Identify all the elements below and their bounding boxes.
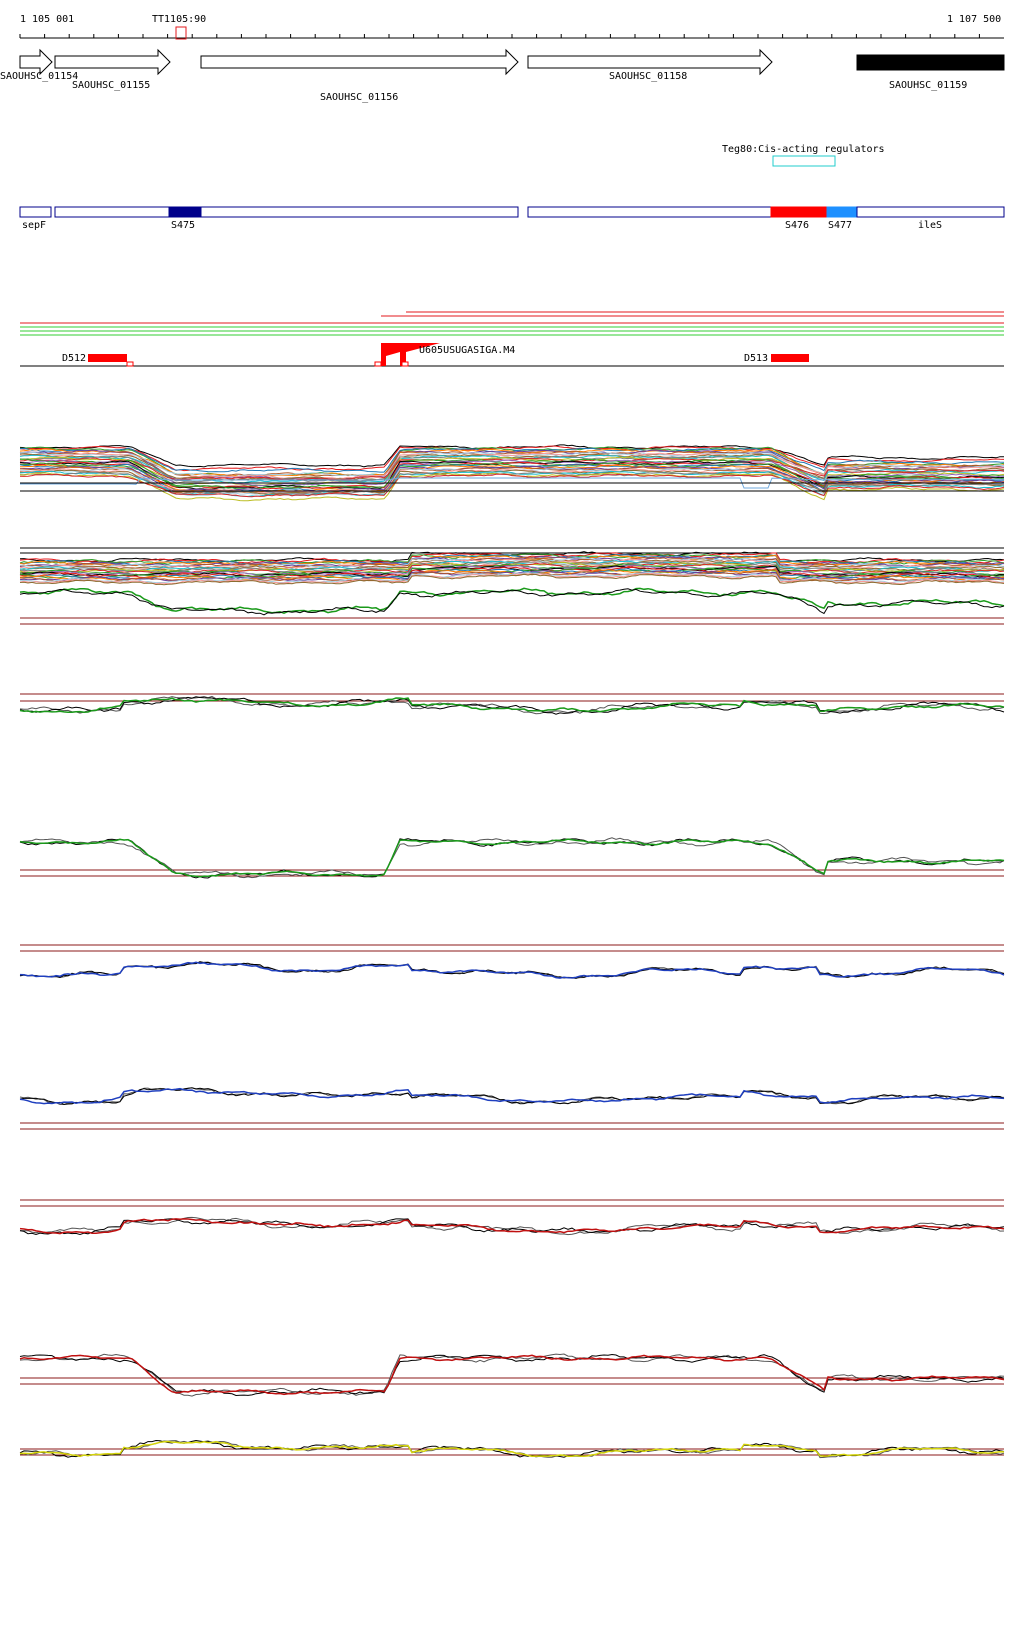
- segment-iles[interactable]: [856, 206, 1005, 218]
- gene-arrow-saouhsc-01154[interactable]: [19, 48, 53, 76]
- series-line: [19, 588, 1005, 616]
- feature-label-d513: D513: [744, 353, 768, 364]
- series-line: [19, 1354, 1005, 1396]
- series-line: [19, 838, 1005, 878]
- expression-track: [19, 693, 1005, 715]
- gene-label-saouhsc-01154: SAOUHSC_01154: [0, 71, 78, 82]
- replicate-line: [19, 838, 1005, 879]
- segment-label-iles: ileS: [918, 220, 942, 231]
- feature-u605-marker: [401, 361, 409, 367]
- series-line: [19, 473, 1005, 498]
- multi-series-panel: [19, 547, 1005, 625]
- feature-u605-marker: [374, 361, 382, 367]
- series-line: [19, 445, 1005, 472]
- expression-track: [19, 1087, 1005, 1130]
- feature-d512-end: [126, 361, 134, 367]
- series-line: [19, 568, 1005, 581]
- series-line: [19, 554, 1005, 567]
- expression-track: [19, 944, 1005, 979]
- series-line: [19, 1218, 1005, 1235]
- replicate-line: [19, 1218, 1005, 1236]
- series-line: [19, 573, 1005, 586]
- expression-track: [19, 1353, 1005, 1397]
- coordinate-ruler: 1 105 001 1 107 500 TT1105:90: [19, 14, 1004, 40]
- regulator-track: Teg80:Cis-acting regulators: [722, 144, 885, 167]
- feature-track: D512 U605USUGASIGA.M4 D513: [20, 311, 1004, 367]
- segment-s476[interactable]: [770, 206, 828, 218]
- ruler-marker-box[interactable]: [175, 26, 187, 40]
- series-line: [19, 697, 1005, 714]
- series-line: [19, 462, 1005, 490]
- series-line: [20, 477, 1004, 489]
- feature-label-d512: D512: [62, 353, 86, 364]
- multi-series-panel: [19, 444, 1005, 502]
- series-line: [19, 457, 1005, 481]
- gene-label-saouhsc-01155: SAOUHSC_01155: [72, 80, 150, 91]
- series-line: [19, 566, 1005, 579]
- ruler-end-label: 1 107 500: [947, 14, 1001, 25]
- segment-label-sepf: sepF: [22, 220, 46, 231]
- gene-arrow-saouhsc-01156[interactable]: [200, 48, 519, 76]
- regulator-label: Teg80:Cis-acting regulators: [722, 144, 885, 155]
- series-line: [19, 587, 1005, 615]
- ruler-ticks: [19, 34, 980, 38]
- segment-s477[interactable]: [826, 206, 858, 218]
- segment-label-s476: S476: [785, 220, 809, 231]
- series-line: [19, 464, 1005, 493]
- gene-label-saouhsc-01159: SAOUHSC_01159: [889, 80, 967, 91]
- replicate-line: [19, 696, 1005, 715]
- segment-label-s477: S477: [828, 220, 852, 231]
- series-line: [19, 472, 1005, 502]
- expression-track: [19, 1439, 1005, 1459]
- gene-label-saouhsc-01158: SAOUHSC_01158: [609, 71, 687, 82]
- series-line: [19, 961, 1005, 979]
- gene-arrow-saouhsc-01155[interactable]: [54, 48, 171, 76]
- segment-label-s475: S475: [171, 220, 195, 231]
- series-line: [19, 564, 1005, 577]
- series-line: [19, 1087, 1005, 1105]
- series-line: [19, 1440, 1005, 1458]
- series-line: [19, 471, 1005, 495]
- expression-tracks: [19, 693, 1005, 1459]
- gene-arrow-saouhsc-01158[interactable]: [527, 48, 773, 76]
- series-line: [19, 450, 1005, 478]
- gene-track: SAOUHSC_01154 SAOUHSC_01155 SAOUHSC_0115…: [0, 48, 1005, 103]
- segment-sepf[interactable]: [19, 206, 52, 218]
- series-line: [19, 446, 1005, 477]
- segment-block[interactable]: [200, 206, 519, 218]
- segment-s475[interactable]: [168, 206, 202, 218]
- feature-d513[interactable]: [771, 354, 809, 362]
- replicate-line: [19, 1087, 1005, 1106]
- feature-u605-shape[interactable]: [381, 343, 440, 366]
- series-line: [19, 571, 1005, 584]
- segment-block[interactable]: [527, 206, 772, 218]
- gene-box-saouhsc-01159[interactable]: [856, 54, 1005, 71]
- gene-label-saouhsc-01156: SAOUHSC_01156: [320, 92, 398, 103]
- regulator-box[interactable]: [772, 155, 836, 167]
- ruler-start-label: 1 105 001: [20, 14, 74, 25]
- segment-track: sepF S475 S476 S477 ileS: [19, 206, 1005, 231]
- expression-track: [19, 837, 1005, 879]
- segment-block[interactable]: [54, 206, 170, 218]
- feature-label-u605: U605USUGASIGA.M4: [419, 345, 515, 356]
- feature-d512[interactable]: [88, 354, 127, 362]
- expression-track: [19, 1199, 1005, 1236]
- ruler-marker-label: TT1105:90: [152, 14, 206, 25]
